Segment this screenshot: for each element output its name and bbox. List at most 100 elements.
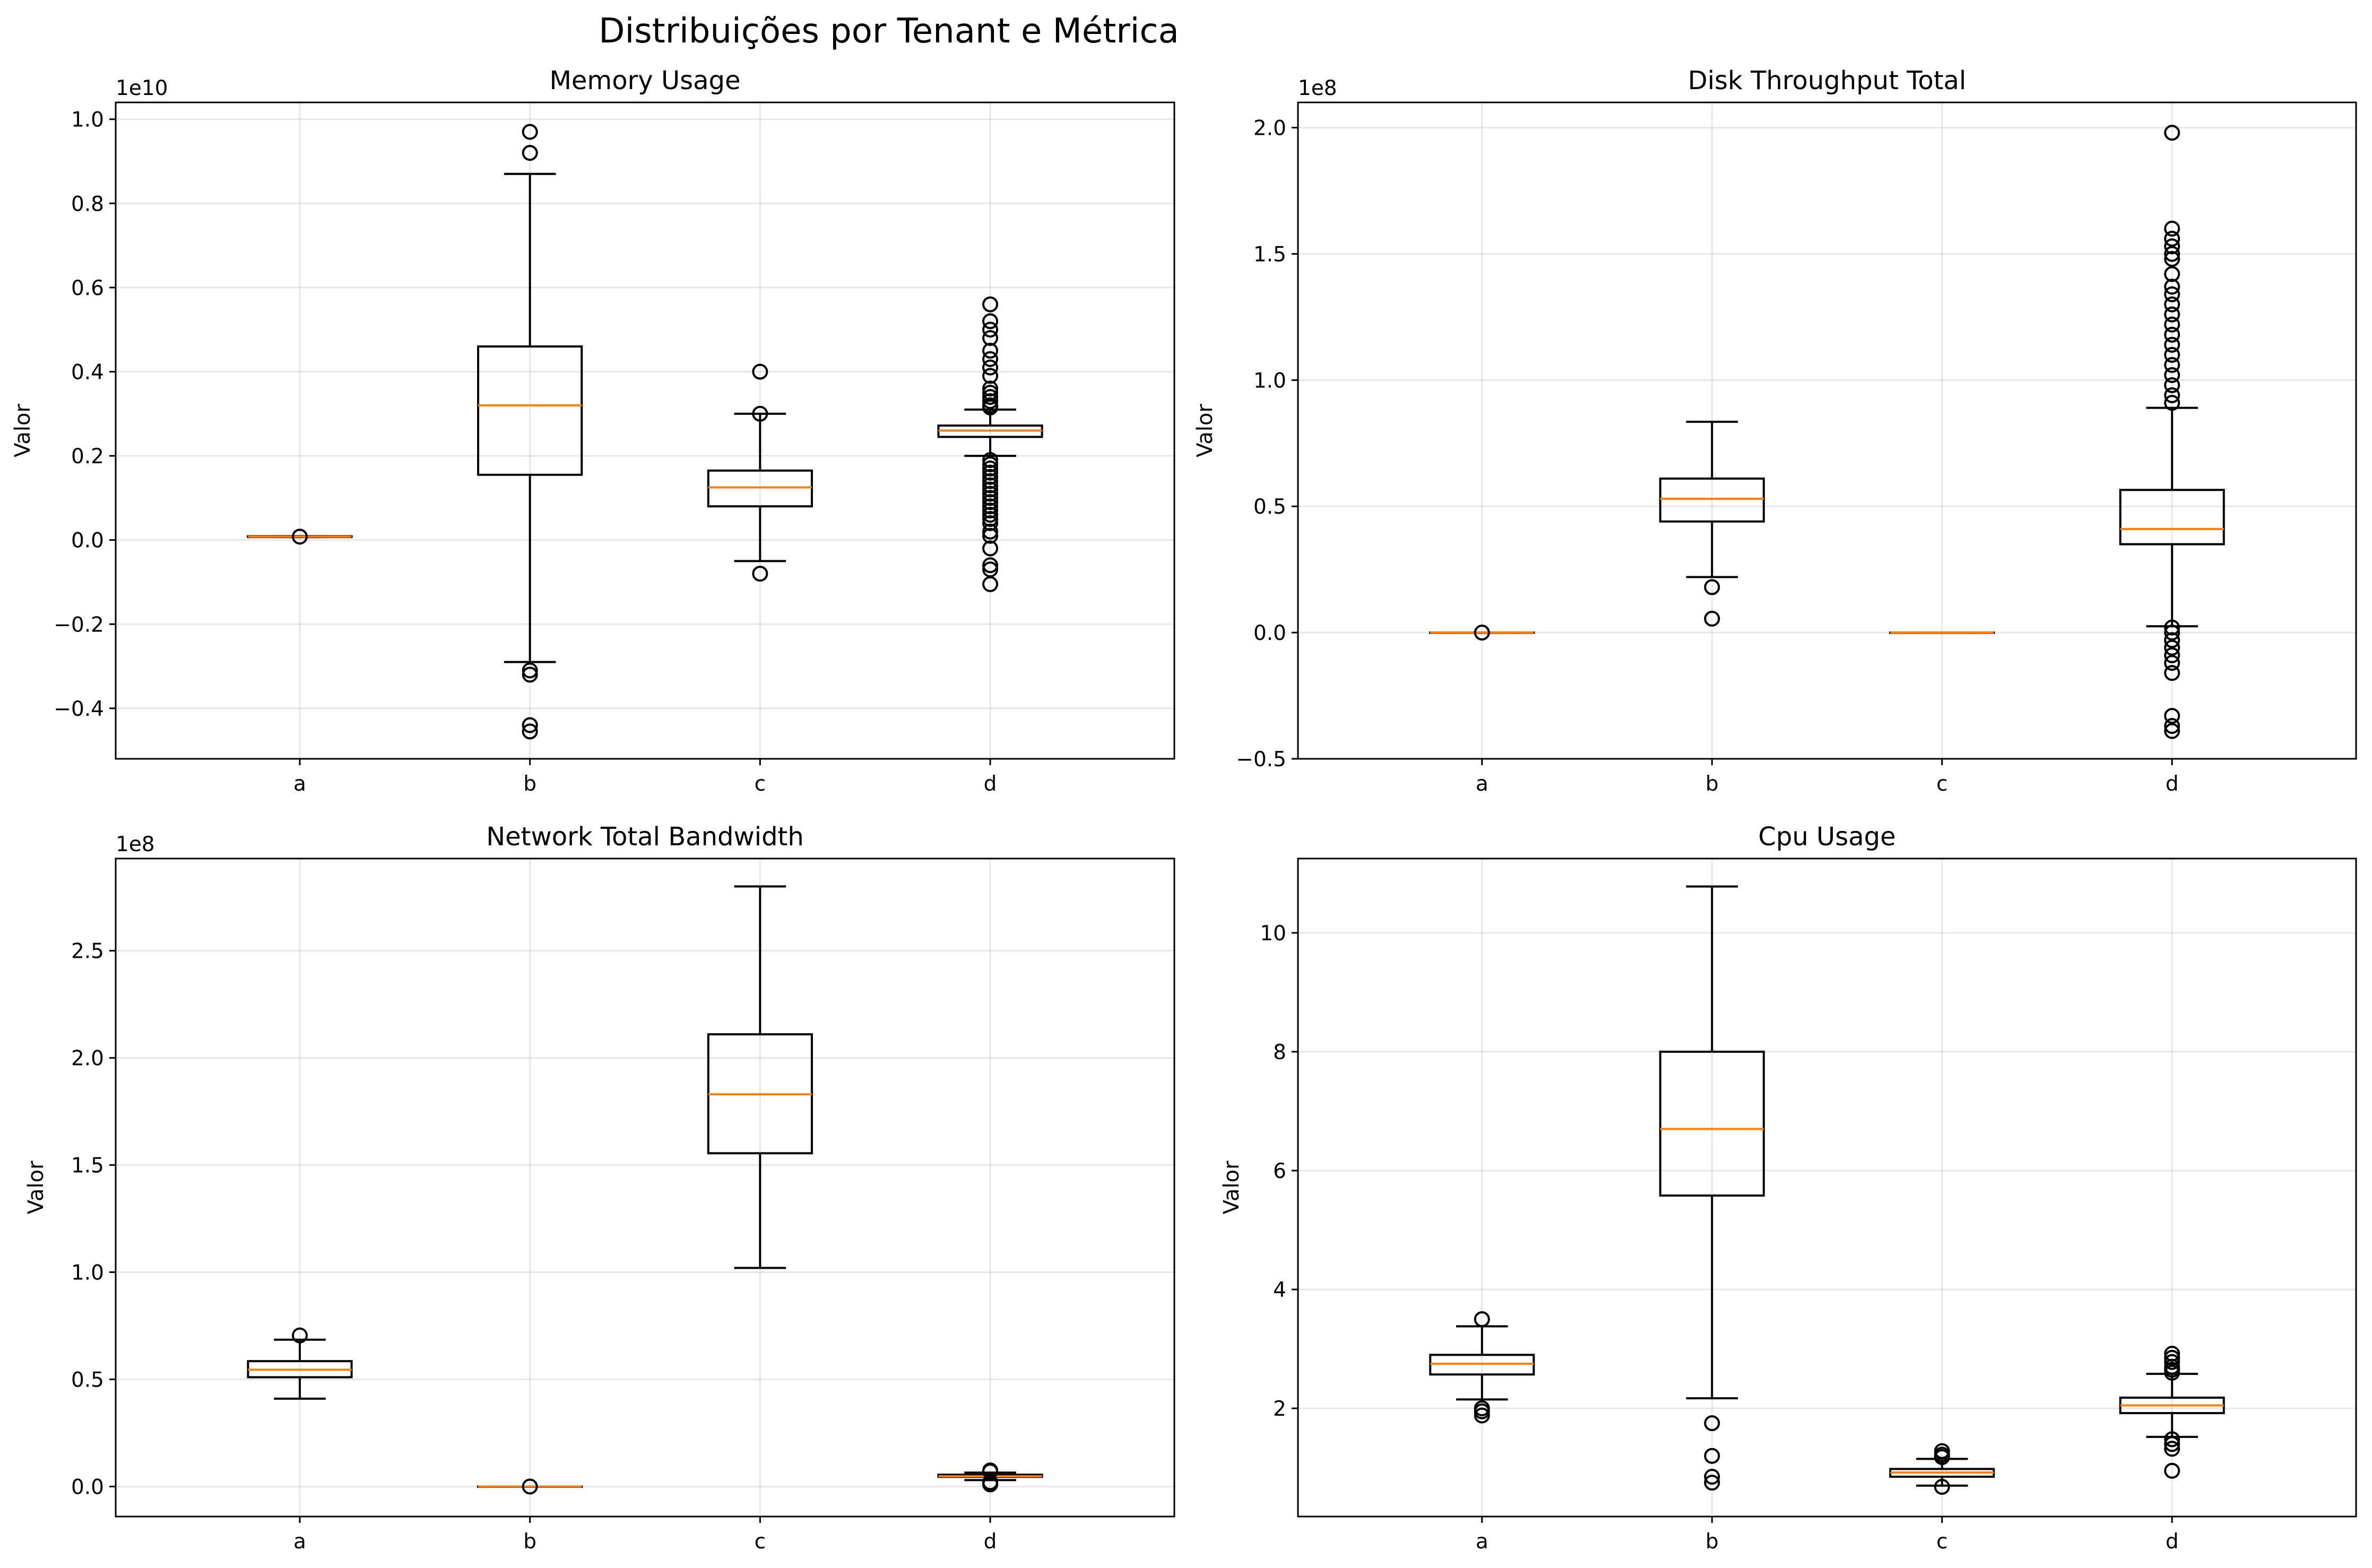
- y-tick-label: 1.0: [1253, 369, 1286, 393]
- outlier-point: [982, 460, 999, 477]
- outlier-point: [2164, 336, 2180, 353]
- x-tick-label: a: [1476, 772, 1488, 796]
- box-a: [247, 1327, 353, 1400]
- outlier-point: [982, 330, 999, 346]
- outlier-point: [982, 389, 999, 405]
- outlier-point: [982, 322, 999, 338]
- chart-panel-2: a b c d −0.5 0.0 0.5 1.0 1.5 2.0 1e8 Disk Throughpu…: [1193, 66, 2357, 796]
- axis-offset-label: 1e8: [116, 833, 155, 856]
- y-tick-label: 1.5: [1253, 242, 1286, 266]
- outlier-point: [522, 717, 538, 733]
- outlier-point: [982, 296, 999, 313]
- outlier-point: [1704, 610, 1720, 627]
- outlier-point: [982, 490, 999, 506]
- outlier-point: [982, 393, 999, 409]
- outlier-point: [2164, 1349, 2180, 1366]
- outlier-point: [2164, 367, 2180, 383]
- x-tick-label: d: [2166, 772, 2179, 796]
- y-tick-label: 0.0: [1253, 621, 1286, 645]
- y-tick-label: 4: [1273, 1278, 1286, 1302]
- outlier-point: [982, 380, 999, 397]
- axis-offset-label: 1e8: [1298, 76, 1337, 100]
- outlier-point: [291, 529, 308, 545]
- chart-panel-1: a b c d −0.4 −0.2 0.0 0.2 0.4 0.6 0.8 1.0 1e10 Memory…: [11, 66, 1175, 796]
- iqr-box: [2119, 489, 2225, 545]
- y-tick-label: −0.4: [54, 697, 104, 721]
- y-tick-label: 0.6: [71, 276, 104, 300]
- box-c: [707, 363, 813, 582]
- outlier-point: [1474, 1403, 1490, 1419]
- outlier-point: [982, 557, 999, 574]
- box-d: [2119, 125, 2225, 739]
- outlier-point: [1474, 625, 1490, 641]
- outlier-point: [982, 527, 999, 544]
- outlier-point: [2164, 357, 2180, 373]
- x-tick-label: d: [984, 1530, 997, 1554]
- box-a: [247, 529, 353, 545]
- box-a: [1429, 1311, 1535, 1424]
- outlier-point: [752, 566, 768, 582]
- outlier-point: [522, 145, 538, 161]
- chart-panel-3: a b c d 0.0 0.5 1.0 1.5 2.0 2.5 1e8 Network Total B…: [24, 822, 1175, 1554]
- y-axis-label: Valor: [11, 404, 35, 457]
- outlier-point: [1704, 1468, 1720, 1485]
- outlier-point: [522, 666, 538, 683]
- y-tick-label: 2.0: [71, 1047, 104, 1071]
- box-b: [477, 1478, 583, 1495]
- outlier-point: [982, 477, 999, 493]
- x-tick-label: d: [2166, 1530, 2179, 1554]
- outlier-point: [2164, 395, 2180, 411]
- outlier-point: [2164, 266, 2180, 282]
- chart-panel-4: a b c d 2 4 6 8 10 Cpu Usage Valor: [1219, 822, 2357, 1554]
- outlier-point: [2164, 708, 2180, 724]
- x-tick-label: d: [984, 772, 997, 796]
- axis-offset-label: 1e10: [116, 76, 168, 100]
- outlier-point: [2164, 647, 2180, 663]
- outlier-point: [2164, 279, 2180, 295]
- y-tick-label: 1.0: [71, 1261, 104, 1285]
- plot-frame: [115, 857, 1175, 1518]
- y-tick-label: 0.0: [71, 529, 104, 553]
- outlier-point: [2164, 1436, 2180, 1452]
- outlier-point: [982, 576, 999, 592]
- y-tick-label: 2.5: [71, 940, 104, 964]
- outlier-point: [982, 515, 999, 531]
- outlier-point: [752, 363, 768, 380]
- iqr-box: [1659, 1051, 1765, 1197]
- outlier-point: [522, 723, 538, 740]
- y-tick-label: 0.5: [1253, 495, 1286, 519]
- figure-title: Distribuições por Tenant e Métrica: [599, 12, 1179, 51]
- outlier-point: [2164, 220, 2180, 237]
- box-b: [1659, 885, 1765, 1491]
- outlier-point: [982, 507, 999, 523]
- y-tick-label: 2.0: [1253, 117, 1286, 141]
- outlier-point: [2164, 377, 2180, 393]
- outlier-point: [982, 540, 999, 557]
- outlier-point: [1704, 1475, 1720, 1491]
- outlier-point: [2164, 1431, 2180, 1448]
- outlier-point: [1704, 1448, 1720, 1464]
- outlier-point: [982, 494, 999, 510]
- x-tick-label: b: [1706, 1530, 1719, 1554]
- plot-frame: [1297, 857, 2357, 1518]
- y-tick-label: 10: [1260, 922, 1286, 946]
- outlier-point: [2164, 246, 2180, 262]
- outlier-point: [2164, 1441, 2180, 1457]
- outlier-point: [982, 342, 999, 359]
- box-c: [707, 885, 813, 1269]
- outlier-point: [1934, 1478, 1950, 1495]
- outlier-point: [1704, 579, 1720, 595]
- outlier-point: [522, 662, 538, 679]
- outlier-point: [982, 481, 999, 498]
- outlier-point: [2164, 296, 2180, 313]
- outlier-point: [1934, 1449, 1950, 1465]
- x-tick-label: a: [293, 772, 306, 796]
- chart-title: Disk Throughput Total: [1688, 66, 1967, 96]
- box-b: [1659, 420, 1765, 627]
- outlier-point: [982, 456, 999, 472]
- y-tick-label: 2: [1273, 1397, 1286, 1421]
- y-tick-label: 1.0: [71, 108, 104, 132]
- outlier-point: [2164, 655, 2180, 671]
- y-axis-label: Valor: [1193, 404, 1217, 457]
